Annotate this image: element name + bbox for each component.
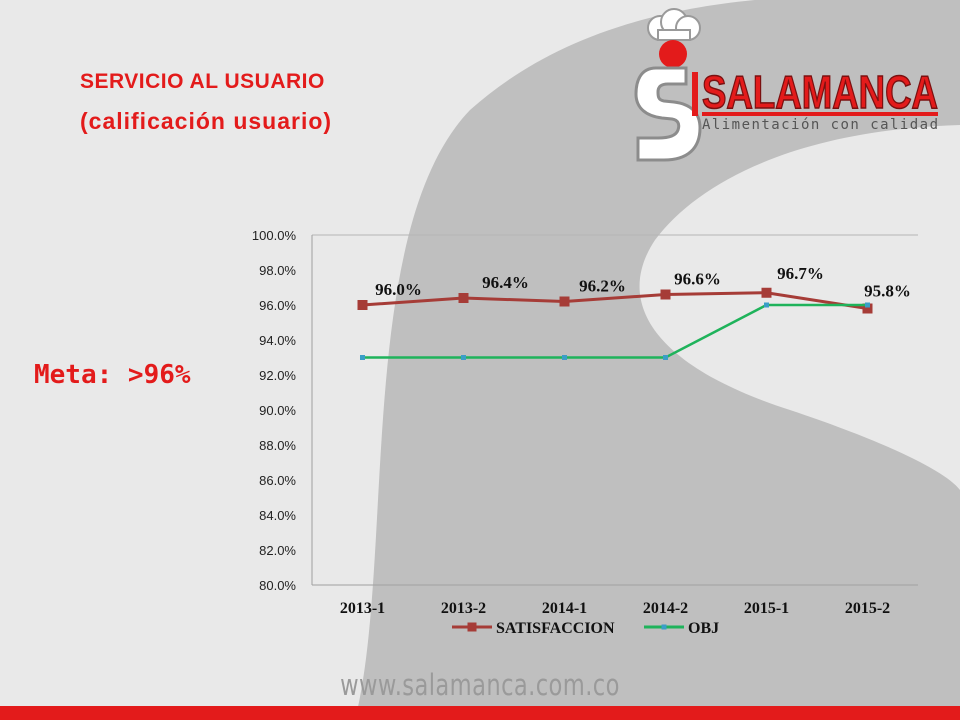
x-tick-label: 2015-2 (845, 600, 890, 617)
legend-label: SATISFACCION (496, 620, 615, 637)
chart-legend: SATISFACCION OBJ (452, 620, 719, 637)
y-tick-label: 94.0% (259, 333, 296, 348)
data-label: 96.0% (375, 280, 422, 299)
legend-label: OBJ (688, 620, 719, 637)
series-line-satisfaccion (362, 291, 868, 310)
y-tick-label: 82.0% (259, 543, 296, 558)
x-tick-label: 2013-2 (441, 600, 486, 617)
y-tick-label: 92.0% (259, 368, 296, 383)
data-point-satisfaccion (761, 287, 772, 298)
x-tick-label: 2014-2 (643, 600, 688, 617)
chef-hat-s-logo-icon (634, 8, 702, 162)
slide-subtitle: (calificación usuario) (80, 108, 333, 134)
data-point-satisfaccion (660, 289, 671, 300)
y-tick-label: 90.0% (259, 403, 296, 418)
data-label: 95.8% (864, 282, 911, 301)
data-point-satisfaccion (357, 300, 368, 310)
y-tick-label: 100.0% (252, 228, 297, 243)
series-group: 96.0% 96.4% 96.2% 96.6% 96.7% 95.8% (357, 264, 911, 360)
data-point-satisfaccion (458, 293, 469, 303)
y-tick-label: 98.0% (259, 263, 296, 278)
data-point-obj (865, 302, 870, 308)
series-line-obj (362, 303, 868, 359)
data-label: 96.6% (674, 270, 721, 289)
data-point-satisfaccion (559, 296, 570, 307)
data-point-obj (360, 355, 365, 360)
data-label: 96.4% (482, 273, 529, 292)
website-url[interactable]: www.salamanca.com.co (340, 668, 620, 702)
satisfaction-line-chart: 100.0% 98.0% 96.0% 94.0% 92.0% 90.0% 88.0% 86.0… (252, 228, 918, 637)
data-point-satisfaccion (862, 303, 873, 314)
y-tick-label: 80.0% (259, 578, 296, 593)
slide-title: SERVICIO AL USUARIO (80, 70, 325, 93)
x-tick-label: 2013-1 (340, 600, 385, 617)
legend-swatch-marker (467, 622, 477, 632)
legend-swatch-marker (661, 624, 667, 630)
goal-label: Meta: >96% (34, 360, 191, 390)
y-tick-label: 96.0% (259, 298, 296, 313)
data-point-obj (764, 302, 769, 308)
y-tick-label: 86.0% (259, 473, 296, 488)
data-point-obj (663, 355, 668, 360)
logo-tagline: Alimentación con calidad (702, 117, 938, 133)
logo-name: SALAMANCA (702, 66, 938, 118)
x-tick-label: 2015-1 (744, 600, 789, 617)
data-label: 96.2% (579, 277, 626, 296)
data-point-obj (461, 355, 466, 360)
data-point-obj (562, 355, 567, 360)
x-tick-label: 2014-1 (542, 600, 587, 617)
x-axis: 2013-1 2013-2 2014-1 2014-2 2015-1 2015-2 (312, 584, 918, 617)
y-tick-label: 84.0% (259, 508, 296, 523)
y-axis: 100.0% 98.0% 96.0% 94.0% 92.0% 90.0% 88.0% 86.0… (252, 228, 918, 593)
footer-bar (0, 706, 960, 720)
salamanca-logo: SALAMANCA Alimentación con calidad (634, 8, 939, 162)
data-label: 96.7% (777, 264, 824, 283)
y-tick-label: 88.0% (259, 438, 296, 453)
